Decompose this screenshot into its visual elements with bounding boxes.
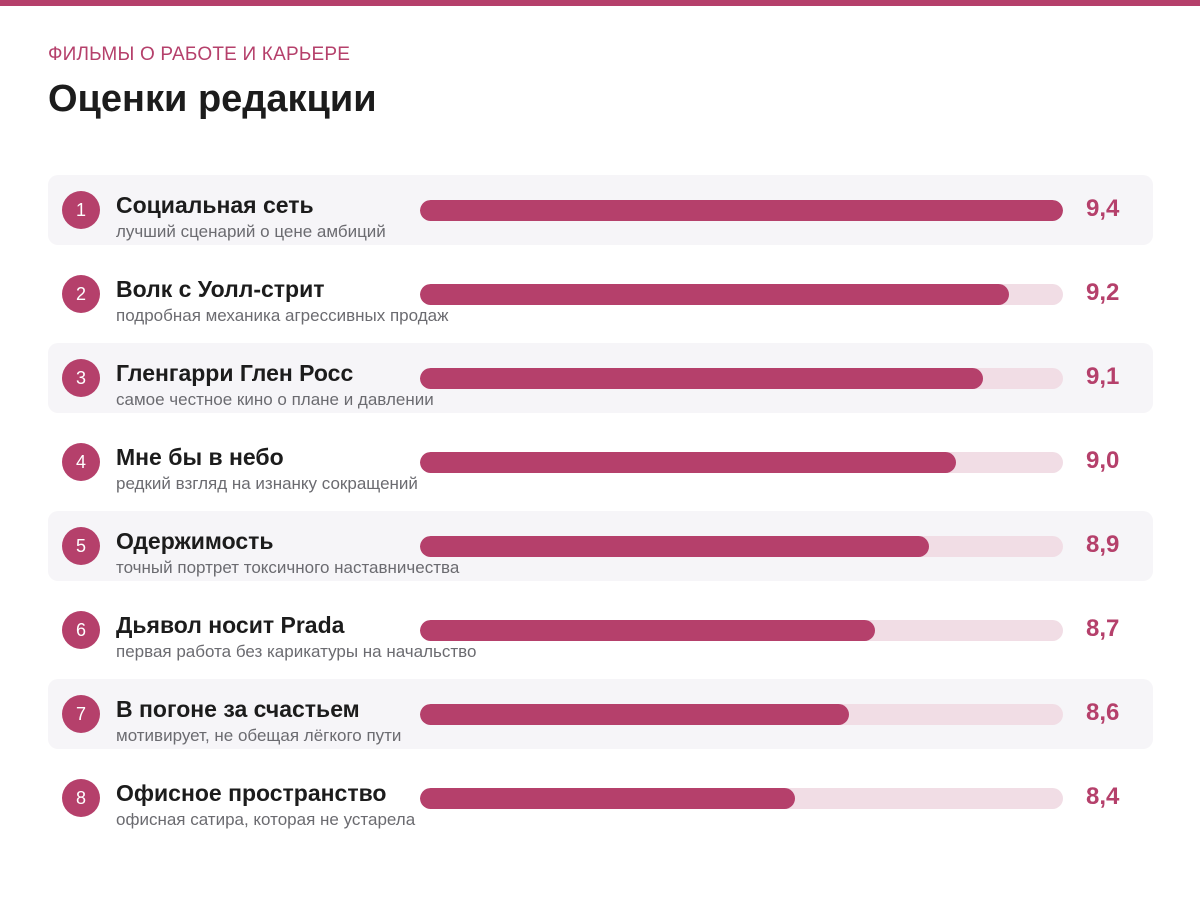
film-note: самое честное кино о плане и давлении <box>116 390 434 409</box>
film-title: Одержимость <box>116 528 274 554</box>
film-title: Гленгарри Глен Росс <box>116 360 354 386</box>
ratings-chart: 1 Социальная сеть лучший сценарий о цене а… <box>48 175 1153 847</box>
film-title: Мне бы в небо <box>116 444 284 470</box>
bar-fill <box>420 536 930 557</box>
page-title: Оценки редакции <box>48 78 377 120</box>
film-title: Социальная сеть <box>116 192 314 218</box>
bar-fill <box>420 704 849 725</box>
bar-track <box>420 368 1063 389</box>
score-label: 8,9 <box>1086 531 1120 558</box>
rank-badge: 6 <box>62 611 100 649</box>
bar-track <box>420 620 1063 641</box>
rank-badge: 8 <box>62 779 100 817</box>
film-note: точный портрет токсичного наставничества <box>116 558 460 577</box>
bar-fill <box>420 452 956 473</box>
rating-row: 7 В погоне за счастьем мотивирует, не обещ… <box>48 679 1153 749</box>
rating-row: 5 Одержимость точный портрет токсичного на… <box>48 511 1153 581</box>
rating-row: 3 Гленгарри Глен Росс самое честное кино о… <box>48 343 1153 413</box>
bar-fill <box>420 200 1063 221</box>
film-title: Волк с Уолл-стрит <box>116 276 325 302</box>
film-note: первая работа без карикатуры на начальст… <box>116 642 477 661</box>
rank-badge: 5 <box>62 527 100 565</box>
film-note: редкий взгляд на изнанку сокращений <box>116 474 418 493</box>
bar-track <box>420 704 1063 725</box>
section-kicker: ФИЛЬМЫ О РАБОТЕ И КАРЬЕРЕ <box>48 44 351 65</box>
bar-track <box>420 788 1063 809</box>
rating-row: 2 Волк с Уолл-стрит подробная механика агр… <box>48 259 1153 329</box>
film-note: лучший сценарий о цене амбиций <box>116 222 386 241</box>
bar-track <box>420 452 1063 473</box>
film-title: В погоне за счастьем <box>116 696 360 722</box>
rating-row: 8 Офисное пространство офисная сатира, кот… <box>48 763 1153 833</box>
bar-fill <box>420 368 983 389</box>
rank-badge: 3 <box>62 359 100 397</box>
score-label: 9,4 <box>1086 195 1120 222</box>
score-label: 9,0 <box>1086 447 1120 474</box>
rank-badge: 7 <box>62 695 100 733</box>
score-label: 9,1 <box>1086 363 1120 390</box>
film-title: Офисное пространство <box>116 780 387 806</box>
rank-badge: 1 <box>62 191 100 229</box>
score-label: 8,7 <box>1086 615 1120 642</box>
film-note: мотивирует, не обещая лёгкого пути <box>116 726 402 745</box>
score-label: 8,6 <box>1086 699 1120 726</box>
score-label: 9,2 <box>1086 279 1120 306</box>
bar-fill <box>420 788 796 809</box>
rating-row: 6 Дьявол носит Prada первая работа без кар… <box>48 595 1153 665</box>
top-accent-stripe <box>0 0 1200 6</box>
rating-row: 1 Социальная сеть лучший сценарий о цене а… <box>48 175 1153 245</box>
bar-track <box>420 200 1063 221</box>
rank-badge: 2 <box>62 275 100 313</box>
score-label: 8,4 <box>1086 783 1120 810</box>
rating-row: 4 Мне бы в небо редкий взгляд на изнанку с… <box>48 427 1153 497</box>
film-note: офисная сатира, которая не устарела <box>116 810 416 829</box>
bar-track <box>420 536 1063 557</box>
bar-fill <box>420 284 1010 305</box>
bar-track <box>420 284 1063 305</box>
film-title: Дьявол носит Prada <box>116 612 345 638</box>
bar-fill <box>420 620 876 641</box>
rank-badge: 4 <box>62 443 100 481</box>
film-note: подробная механика агрессивных продаж <box>116 306 449 325</box>
